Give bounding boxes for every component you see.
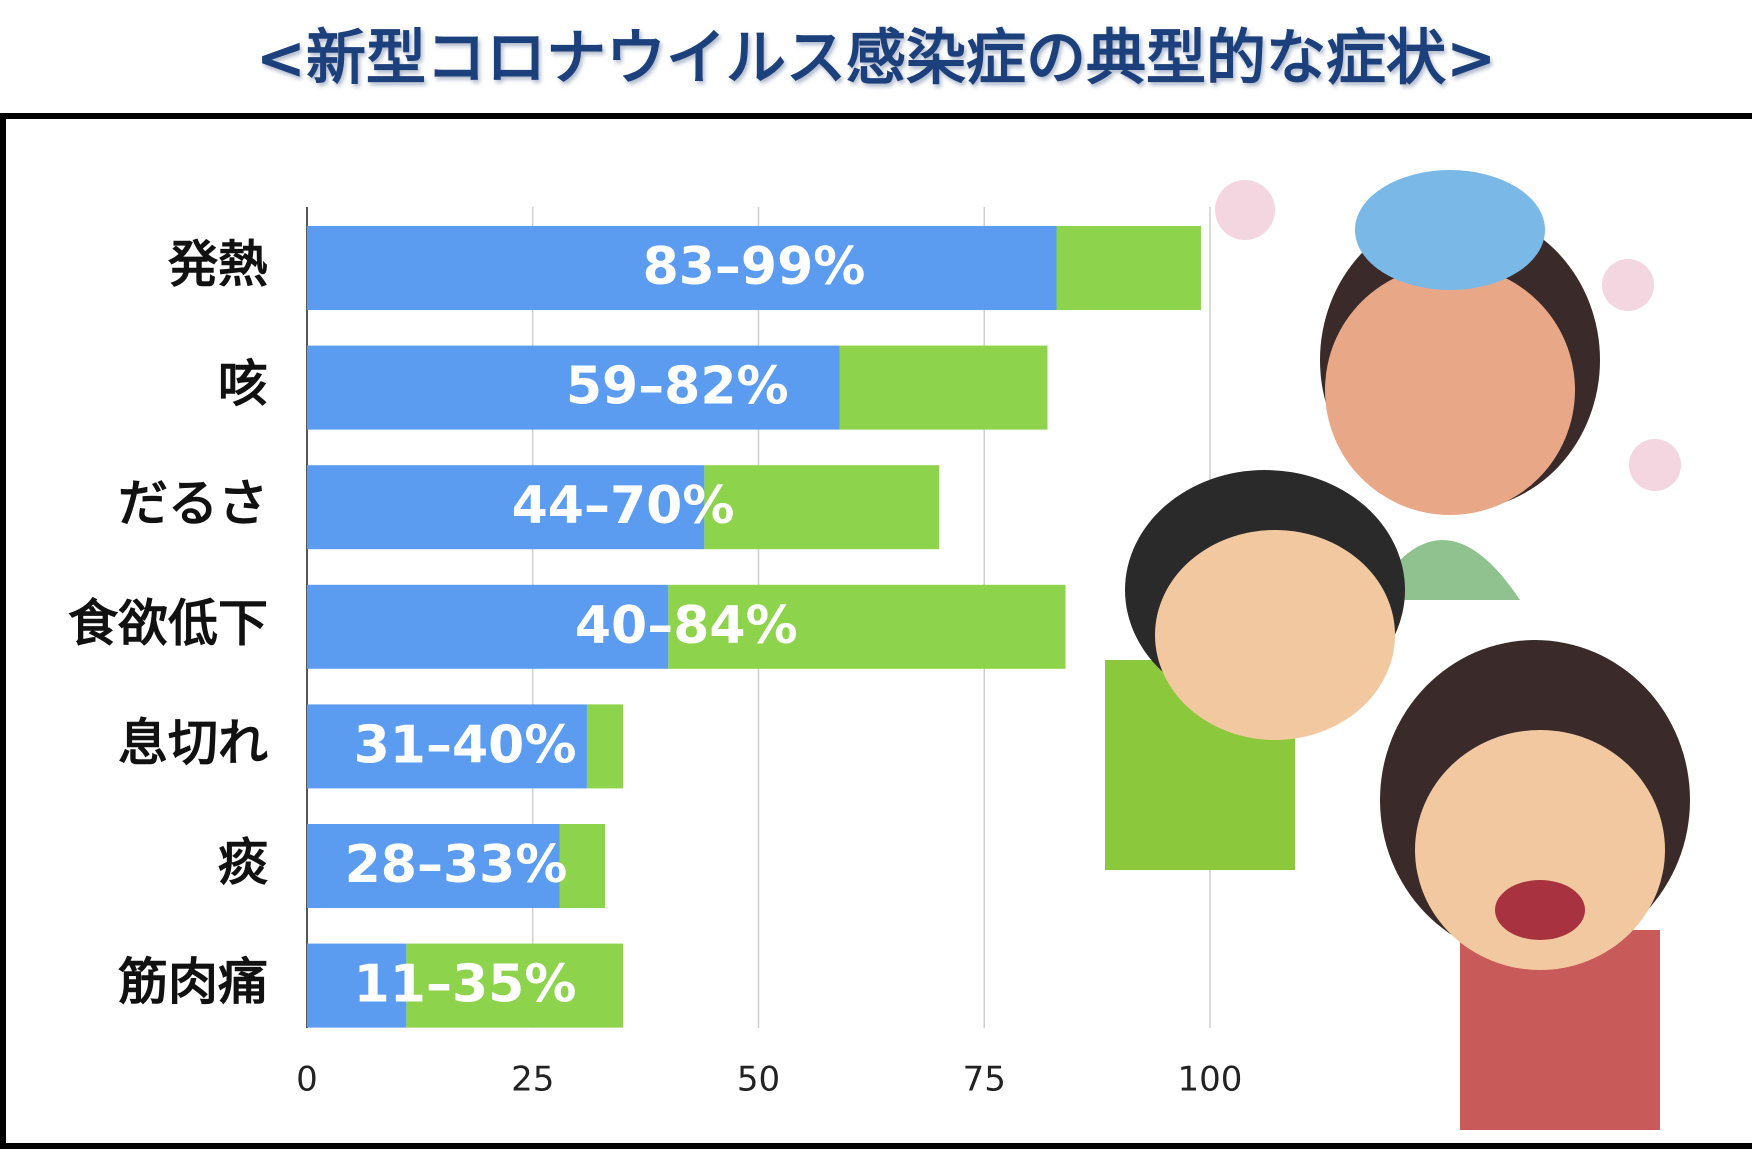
bar-low: [307, 345, 840, 430]
x-tick-label: 0: [296, 1060, 318, 1100]
bar-low: [307, 824, 560, 908]
chart-title: <新型コロナウイルス感染症の典型的な症状>: [256, 24, 1497, 94]
bar-range: [1056, 226, 1201, 310]
bar-low: [307, 704, 587, 789]
ice-bag: [1355, 170, 1545, 290]
bar-low: [307, 943, 407, 1028]
y-tick-label: 息切れ: [118, 714, 268, 772]
bar-low: [307, 584, 669, 669]
y-tick-label: 筋肉痛: [118, 953, 268, 1011]
y-tick-label: 痰: [218, 834, 268, 892]
bar-range: [406, 943, 624, 1028]
x-tick-label: 75: [963, 1060, 1006, 1100]
y-tick-label: 発熱: [168, 236, 268, 294]
bar-range: [586, 704, 624, 789]
body: [1370, 540, 1600, 600]
bar-range: [704, 465, 940, 550]
data-label: 11–35%: [354, 955, 577, 1015]
data-label: 44–70%: [512, 476, 735, 536]
frame: [0, 113, 1752, 1149]
illustration: [1105, 170, 1690, 1130]
bar-range: [559, 824, 605, 908]
x-tick-label: 100: [1178, 1060, 1243, 1100]
x-tick-label: 25: [511, 1060, 554, 1100]
data-label: 83–99%: [643, 237, 866, 297]
data-label: 40–84%: [575, 596, 798, 656]
y-tick-label: だるさ: [118, 475, 268, 533]
data-label: 59–82%: [566, 357, 789, 417]
face: [1415, 730, 1665, 970]
steam: [1629, 439, 1681, 491]
steam: [1215, 180, 1275, 240]
bar-low: [307, 465, 705, 550]
bar-range: [839, 345, 1048, 430]
y-tick-label: 咳: [218, 355, 268, 413]
face: [1155, 530, 1395, 740]
y-tick-label: 食欲低下: [68, 594, 268, 652]
bar-low: [307, 226, 1057, 310]
data-label: 28–33%: [345, 835, 568, 895]
x-tick-label: 50: [737, 1060, 780, 1100]
data-label: 31–40%: [354, 715, 577, 775]
steam: [1602, 259, 1654, 311]
bar-range: [668, 584, 1066, 669]
face: [1325, 265, 1575, 515]
mouth: [1495, 880, 1585, 940]
